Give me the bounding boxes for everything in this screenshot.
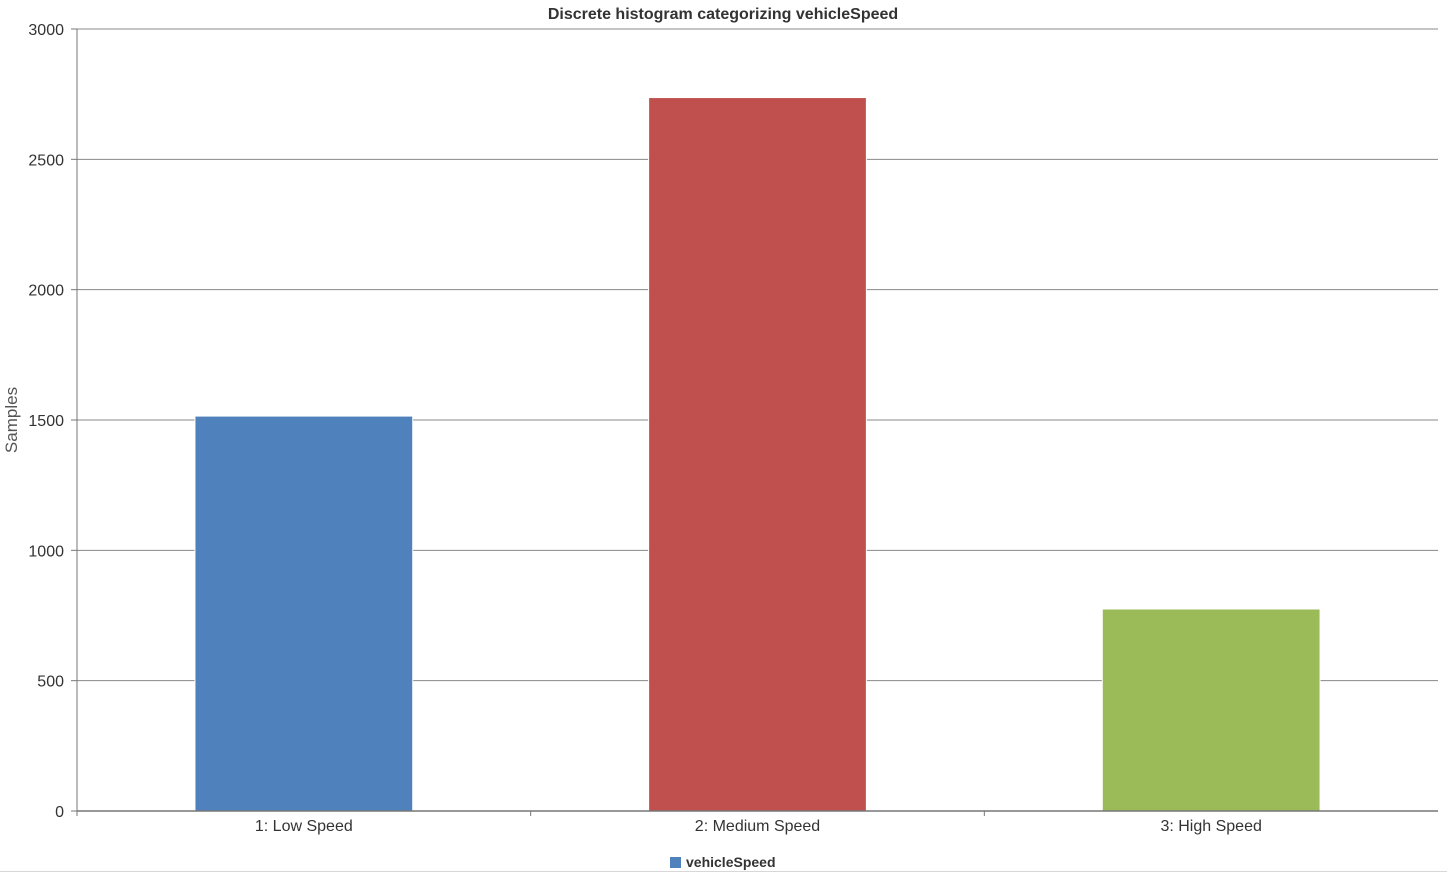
legend: vehicleSpeed [670,854,776,870]
x-tick-label: 3: High Speed [1160,818,1261,835]
bar-2 [648,97,867,812]
bottom-divider [0,871,1447,872]
x-tick-label: 2: Medium Speed [695,818,820,835]
y-axis-ticks: 0 500 1000 1500 2000 2500 3000 [28,22,77,821]
y-tick-label: 1000 [28,543,64,560]
x-axis-ticks: 1: Low Speed 2: Medium Speed 3: High Speed [76,811,1262,835]
x-tick-label: 1: Low Speed [255,818,353,835]
y-axis-title: Samples [2,387,21,453]
y-tick-label: 2000 [28,283,64,300]
y-tick-label: 500 [37,674,64,691]
y-tick-label: 2500 [28,152,64,169]
chart-title: Discrete histogram categorizing vehicleS… [548,6,898,23]
y-tick-label: 3000 [28,22,64,39]
legend-swatch [670,857,681,868]
legend-label: vehicleSpeed [686,854,776,870]
bar-1 [194,415,414,812]
bar-3 [1101,608,1321,812]
bars [194,97,1321,812]
y-tick-label: 0 [55,804,64,821]
y-tick-label: 1500 [28,413,64,430]
